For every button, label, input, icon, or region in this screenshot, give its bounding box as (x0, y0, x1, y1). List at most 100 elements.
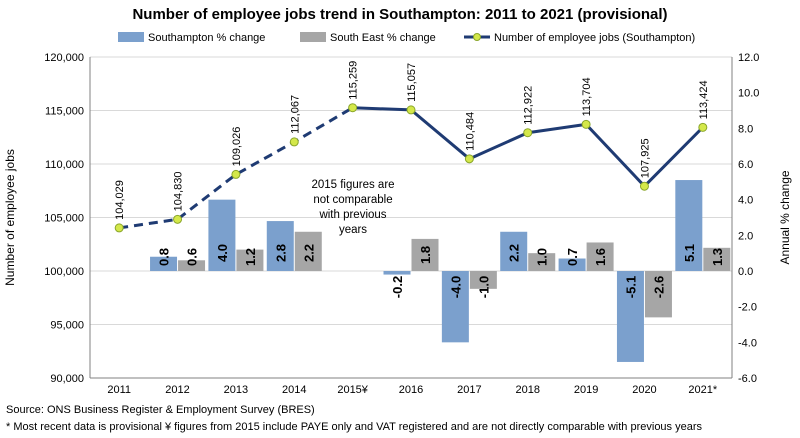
bar-value-label: 1.3 (710, 248, 725, 266)
south-east-bar (528, 253, 556, 271)
x-tick-label: 2021* (688, 384, 717, 396)
employee-jobs-line-dashed (118, 106, 354, 230)
bar-series (150, 180, 731, 362)
y2-tick-label: -2.0 (738, 302, 757, 314)
bar-value-label: -0.2 (390, 276, 405, 298)
south-east-bar (469, 271, 497, 289)
southampton-bar (208, 199, 236, 271)
bar-value-label: 2.2 (507, 244, 522, 262)
south-east-bar (294, 231, 322, 271)
legend-label: South East % change (330, 32, 436, 44)
y2-tick-label: 12.0 (738, 52, 759, 64)
employee-jobs-point (289, 137, 299, 147)
x-tick-label: 2013 (224, 384, 248, 396)
x-tick-label: 2011 (107, 384, 131, 396)
y2-tick-label: 6.0 (738, 159, 753, 171)
employee-jobs-value-label: 109,026 (231, 127, 243, 167)
employee-jobs-point (173, 214, 183, 224)
employee-jobs-point (231, 169, 241, 179)
y-tick-label: 100,000 (44, 266, 84, 278)
x-tick-label: 2016 (399, 384, 423, 396)
employee-jobs-value-label: 115,259 (348, 61, 360, 100)
legend-label: Number of employee jobs (Southampton) (494, 32, 695, 44)
employee-jobs-point (581, 119, 591, 129)
x-tick-label: 2012 (165, 384, 189, 396)
employee-jobs-value-label: 104,830 (173, 172, 185, 212)
comparability-note-line: not comparable (313, 194, 392, 206)
y-tick-label: 90,000 (50, 373, 84, 385)
bar-value-label: -4.0 (448, 276, 463, 298)
employee-jobs-value-label: 113,704 (581, 77, 593, 116)
employee-jobs-point (464, 154, 474, 164)
employee-jobs-point (114, 223, 124, 233)
bar-value-label: 0.7 (565, 248, 580, 266)
line-series (114, 103, 708, 233)
legend-marker (473, 33, 481, 41)
bar-value-label: 1.8 (418, 246, 433, 264)
x-tick-label: 2015¥ (337, 384, 368, 396)
southampton-bar (500, 231, 528, 271)
x-tick-label: 2019 (574, 384, 598, 396)
employee-jobs-point (406, 105, 416, 115)
y-tick-label: 120,000 (44, 52, 84, 64)
south-east-bar (586, 242, 614, 271)
bar-value-label: 0.8 (157, 248, 172, 266)
y2-tick-label: 8.0 (738, 123, 753, 135)
employee-jobs-value-label: 110,484 (464, 112, 476, 151)
employee-jobs-value-label: 115,057 (406, 63, 418, 102)
employee-jobs-value-label: 112,067 (289, 95, 301, 134)
southampton-bar (558, 258, 586, 271)
southampton-bar (616, 271, 644, 362)
bar-value-label: 2.2 (301, 244, 316, 262)
southampton-bar (441, 271, 469, 343)
x-tick-label: 2017 (457, 384, 481, 396)
employee-jobs-point (639, 181, 649, 191)
y2-tick-label: 4.0 (738, 195, 753, 207)
southampton-bar (383, 271, 411, 275)
comparability-note-line: with previous (318, 209, 386, 221)
southampton-bar (150, 256, 178, 271)
bar-value-label: -1.0 (476, 276, 491, 298)
axes: 90,000 95,000 100,000 105,000 110,000 115,000… (44, 52, 759, 396)
y-tick-label: 115,000 (45, 106, 84, 118)
employee-jobs-point (523, 128, 533, 138)
y2-tick-label: 10.0 (738, 88, 759, 100)
comparability-note-line: 2015 figures are (311, 179, 394, 191)
bar-value-label: 5.1 (682, 244, 697, 262)
employee-jobs-point (698, 122, 708, 132)
legend-label: Southampton % change (148, 32, 265, 44)
south-east-bar (236, 249, 264, 271)
south-east-bar (411, 238, 439, 271)
y-axis-left-title: Number of employee jobs (3, 149, 17, 286)
bar-value-label: 2.8 (273, 244, 288, 262)
legend-swatch (118, 32, 144, 42)
bar-value-label: -2.6 (651, 276, 666, 298)
employee-jobs-value-label: 104,029 (114, 180, 126, 220)
comparability-note: 2015 figures are not comparable with previ… (311, 179, 394, 236)
data-labels: 0.8 4.0 2.8 -0.2 -4.0 2.2 0.7 -5.1 5.1 0.6 1.2 2.2 1… (114, 61, 725, 298)
x-tick-label: 2020 (632, 384, 656, 396)
employee-jobs-value-label: 107,925 (639, 138, 651, 178)
x-tick-label: 2014 (282, 384, 306, 396)
y-tick-label: 110,000 (45, 159, 84, 171)
y-axis-right-title: Annual % change (778, 170, 792, 264)
x-tick-label: 2018 (515, 384, 539, 396)
comparability-note-line: years (339, 224, 367, 236)
legend: Southampton % change South East % change N… (118, 32, 695, 44)
employee-jobs-point (348, 103, 358, 113)
provisional-note: * Most recent data is provisional ¥ figu… (6, 421, 703, 433)
bar-value-label: 1.0 (535, 248, 550, 266)
y2-tick-label: 2.0 (738, 230, 753, 242)
y-tick-label: 105,000 (44, 213, 84, 225)
employee-jobs-value-label: 113,424 (698, 80, 710, 119)
y2-tick-label: 0.0 (738, 266, 753, 278)
bar-value-label: 0.6 (185, 248, 200, 266)
south-east-bar (703, 247, 731, 271)
chart-title: Number of employee jobs trend in Southam… (132, 6, 667, 23)
employee-jobs-value-label: 112,922 (523, 86, 535, 125)
bar-value-label: 4.0 (215, 244, 230, 262)
y2-tick-label: -6.0 (738, 373, 757, 385)
bar-value-label: 1.2 (243, 248, 258, 266)
source-note: Source: ONS Business Register & Employme… (6, 404, 315, 416)
